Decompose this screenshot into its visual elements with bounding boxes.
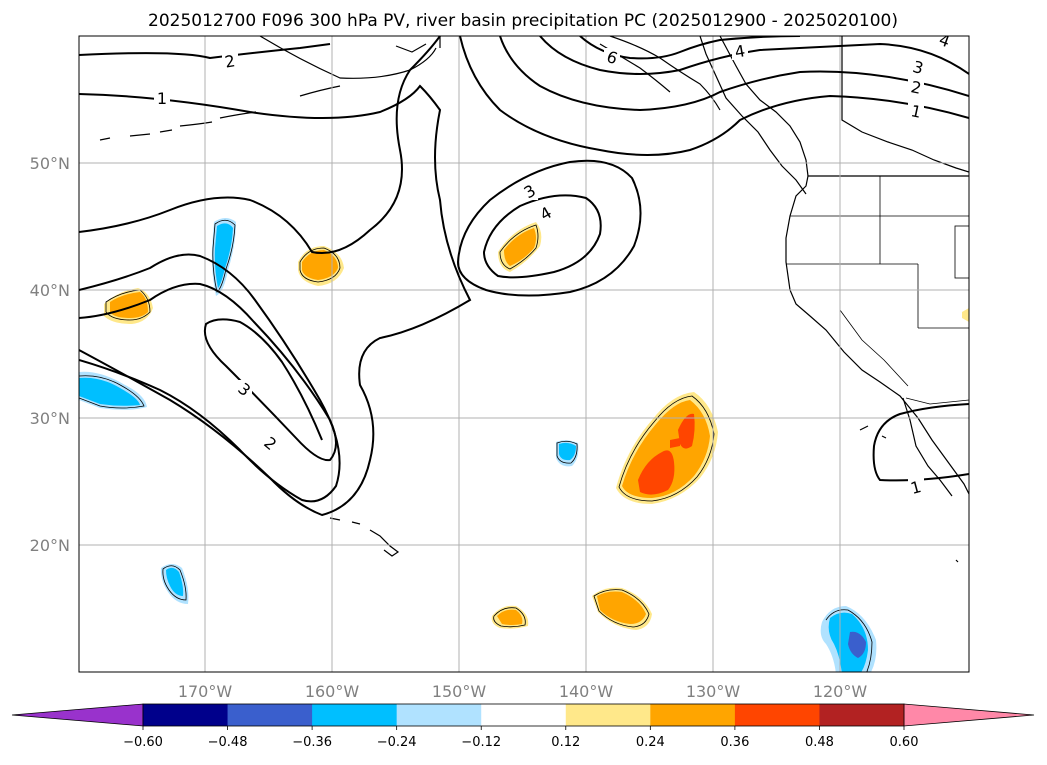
colorbar-bin	[734, 704, 820, 726]
negative-anomaly	[559, 442, 576, 461]
lat-label: 50°N	[30, 154, 70, 173]
colorbar-bin	[481, 704, 567, 726]
colorbar-bin	[227, 704, 313, 726]
positive-anomaly	[302, 250, 338, 280]
lon-label: 170°W	[178, 682, 233, 701]
pv-contour-label: 2	[223, 51, 236, 71]
positive-anomaly	[962, 308, 969, 322]
pv-contour-label: 1	[157, 89, 167, 108]
lat-label: 20°N	[30, 536, 70, 555]
lat-label: 40°N	[30, 281, 70, 300]
pv-contour-label: 3	[911, 57, 926, 78]
positive-anomaly	[504, 228, 536, 266]
colorbar-tick-label: −0.48	[208, 735, 248, 750]
colorbar-tick-label: −0.36	[292, 735, 332, 750]
pv-contour-label-group: 2 1 3 2 3 4 6 4 4 3 2	[154, 36, 953, 498]
colorbar-tick-label: 0.48	[805, 735, 834, 750]
colorbar-tick-label: −0.60	[123, 735, 163, 750]
colorbar-bin	[143, 704, 229, 726]
figure-title: 2025012700 F096 300 hPa PV, river basin …	[148, 11, 898, 31]
positive-anomaly	[497, 609, 523, 625]
pv-contour-label: 4	[733, 41, 746, 61]
colorbar-tick-label: 0.36	[720, 735, 749, 750]
lon-label: 160°W	[305, 682, 360, 701]
longitude-labels: 170°W 160°W 150°W 140°W 130°W 120°W	[178, 682, 868, 701]
colorbar-bin	[312, 704, 398, 726]
gridlines	[79, 36, 969, 672]
lon-label: 140°W	[559, 682, 614, 701]
colorbar-bin	[565, 704, 651, 726]
colorbar-tick-label: −0.12	[461, 735, 501, 750]
pv-contour-label: 1	[908, 477, 923, 498]
colorbar-tick-label: 0.12	[551, 735, 580, 750]
colorbar-extend-low	[11, 703, 144, 727]
negative-anomaly	[79, 377, 140, 406]
colorbar-bin	[650, 704, 736, 726]
political-borders	[786, 175, 969, 405]
lon-label: 120°W	[813, 682, 868, 701]
pv-contour-label: 2	[909, 77, 923, 98]
colorbar-tick-label: 0.24	[636, 735, 665, 750]
colorbar: −0.60 −0.48 −0.36 −0.24 −0.12 0.12 0.24 0.36 0.4…	[11, 703, 1035, 750]
map-panel: 2 1 3 2 3 4 6 4 4 3 2	[78, 35, 970, 673]
positive-anomaly	[678, 413, 695, 449]
negative-anomaly	[848, 631, 866, 658]
positive-anomaly	[597, 591, 646, 624]
colorbar-bin	[819, 704, 905, 726]
colorbar-extend-high	[903, 703, 1035, 727]
lon-label: 150°W	[432, 682, 487, 701]
colorbar-frame	[142, 703, 905, 727]
lat-label: 30°N	[30, 409, 70, 428]
colorbar-tick-label: 0.60	[890, 735, 919, 750]
latitude-labels: 50°N 40°N 30°N 20°N	[30, 154, 70, 555]
pv-contour-label: 1	[909, 101, 923, 122]
pv-contours	[79, 36, 969, 517]
colorbar-tick-label: −0.24	[377, 735, 417, 750]
precip-shading	[79, 218, 969, 672]
positive-anomaly	[670, 438, 680, 448]
positive-anomaly	[638, 450, 675, 495]
colorbar-bin	[396, 704, 482, 726]
negative-anomaly	[214, 223, 233, 288]
precip-outlines	[79, 219, 873, 672]
lon-label: 130°W	[686, 682, 741, 701]
negative-anomaly	[166, 567, 184, 596]
